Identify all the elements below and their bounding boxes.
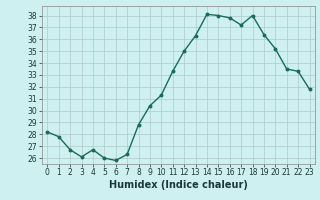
X-axis label: Humidex (Indice chaleur): Humidex (Indice chaleur): [109, 180, 248, 190]
